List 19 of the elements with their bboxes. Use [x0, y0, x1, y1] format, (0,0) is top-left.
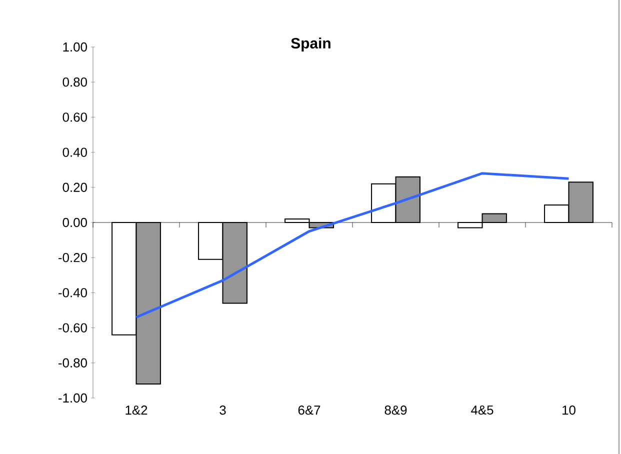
y-tick-label: 0.80	[62, 78, 87, 87]
y-tick-label: 1.00	[63, 42, 87, 52]
y-tick-label: -0.20	[58, 253, 87, 262]
y-tick-label: 0.60	[62, 112, 87, 122]
y-tick-label: 0.00	[62, 218, 87, 228]
y-tick-label: -1.00	[58, 393, 87, 403]
y-tick-label: -0.80	[58, 358, 87, 368]
y-tick-label: 0.40	[62, 148, 87, 157]
y-tick-label: -0.60	[58, 323, 87, 332]
line-series	[135, 172, 570, 319]
chart-title: Spain	[291, 38, 330, 52]
x-tick-label: 8&9	[384, 406, 407, 415]
y-tick-label: 0.20	[62, 182, 87, 192]
y-tick-label: -0.40	[58, 288, 87, 298]
x-tick-label: 4&5	[471, 406, 494, 415]
x-tick-label: 10	[562, 406, 576, 415]
x-tick-label: 1&2	[126, 406, 148, 415]
x-tick-label: 6&7	[298, 406, 320, 415]
x-tick-label: 3	[220, 406, 226, 415]
